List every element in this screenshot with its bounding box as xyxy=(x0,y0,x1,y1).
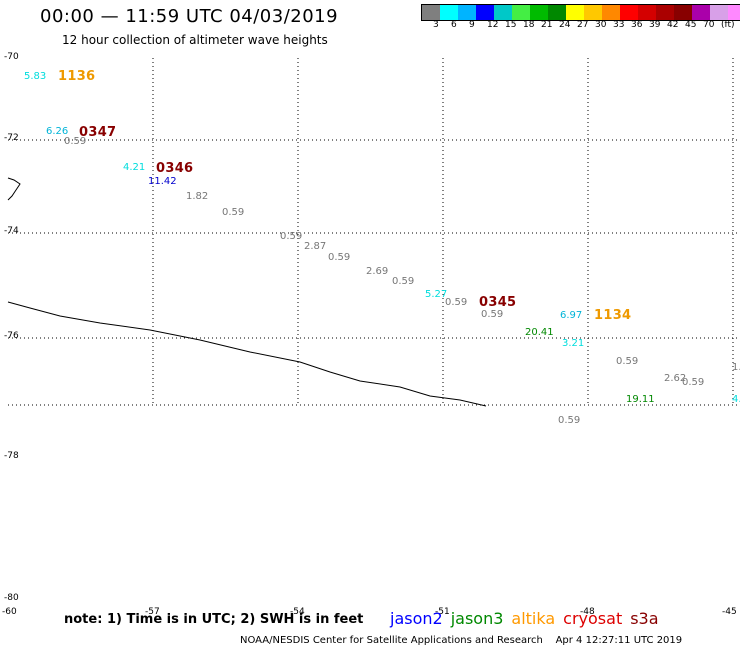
pass-time-label: 0345 xyxy=(479,295,517,310)
lon-label: -51 xyxy=(435,607,450,617)
wave-value: 0.59 xyxy=(328,252,351,263)
wave-value: 11.42 xyxy=(148,176,177,187)
wave-value: 2.62 xyxy=(664,373,687,384)
colorbar-swatch xyxy=(674,5,692,20)
colorbar-swatch xyxy=(422,5,440,20)
lat-label: -78 xyxy=(4,451,19,461)
colorbar-label: 30 xyxy=(595,20,607,30)
colorbar-swatch xyxy=(566,5,584,20)
colorbar-swatch xyxy=(692,5,710,20)
lon-gridlines xyxy=(152,58,734,405)
wave-value: 4. xyxy=(732,394,740,405)
legend-jason2: jason2 xyxy=(390,609,443,628)
colorbar-label: 21 xyxy=(541,20,553,30)
wave-value: 1.82 xyxy=(186,191,209,202)
wave-height-colorbar xyxy=(421,4,740,21)
colorbar-label: 36 xyxy=(631,20,643,30)
lat-label: -76 xyxy=(4,331,19,341)
wave-value: 0.59 xyxy=(222,207,245,218)
colorbar-swatch xyxy=(710,5,728,20)
wave-value: 6.97 xyxy=(560,310,583,321)
colorbar-label: 39 xyxy=(649,20,661,30)
colorbar-label: 15 xyxy=(505,20,517,30)
timestamp: Apr 4 12:27:11 UTC 2019 xyxy=(555,635,683,646)
wave-value: 20.41 xyxy=(525,327,554,338)
colorbar-label: (ft) xyxy=(721,20,735,30)
legend-altika: altika xyxy=(511,609,556,628)
pass-time-label: 1134 xyxy=(594,308,632,323)
colorbar-label: 9 xyxy=(469,20,475,30)
lat-label: -80 xyxy=(4,593,19,603)
colorbar-swatch xyxy=(512,5,530,20)
wave-value: 4.21 xyxy=(123,162,146,173)
colorbar-swatch xyxy=(656,5,674,20)
wave-value: 6.26 xyxy=(46,126,69,137)
colorbar-label: 6 xyxy=(451,20,457,30)
colorbar-label: 45 xyxy=(685,20,697,30)
wave-value: 0.59 xyxy=(558,415,581,426)
colorbar-swatch xyxy=(458,5,476,20)
wave-value: 2.69 xyxy=(366,266,389,277)
pass-time-label: 0346 xyxy=(156,161,194,176)
lon-label: -57 xyxy=(145,607,160,617)
colorbar-swatch xyxy=(476,5,494,20)
lon-label: -60 xyxy=(2,607,17,617)
lon-label: -48 xyxy=(580,607,595,617)
wave-value: 0.59 xyxy=(280,231,303,242)
legend-s3a: s3a xyxy=(630,609,659,628)
colorbar-swatch xyxy=(440,5,458,20)
map-subtitle: 12 hour collection of altimeter wave hei… xyxy=(62,33,328,47)
colorbar-swatch xyxy=(602,5,620,20)
lon-label: -54 xyxy=(290,607,305,617)
lat-label: -70 xyxy=(4,52,19,62)
colorbar-labels: 3 6 9 12 15 18 21 24 27 30 33 36 39 42 45 70 (ft) xyxy=(421,20,740,34)
pass-time-label: 0347 xyxy=(79,125,117,140)
coastline xyxy=(7,301,487,407)
wave-value: 19.11 xyxy=(626,394,655,405)
lat-label: -72 xyxy=(4,133,19,143)
wave-value: 0.59 xyxy=(616,356,639,367)
colorbar-label: 24 xyxy=(559,20,571,30)
legend-cryosat: cryosat xyxy=(563,609,623,628)
wave-value: 5.83 xyxy=(24,71,47,82)
colorbar-swatch xyxy=(728,5,740,20)
colorbar-label: 3 xyxy=(433,20,439,30)
colorbar-label: 27 xyxy=(577,20,589,30)
colorbar-swatch xyxy=(494,5,512,20)
wave-value: 2.87 xyxy=(304,241,327,252)
colorbar-swatch xyxy=(620,5,638,20)
colorbar-label: 33 xyxy=(613,20,625,30)
colorbar-swatch xyxy=(548,5,566,20)
wave-value: 0.59 xyxy=(392,276,415,287)
wave-value: 0.59 xyxy=(64,136,87,147)
colorbar-swatch xyxy=(530,5,548,20)
colorbar-swatch xyxy=(638,5,656,20)
wave-value: 1. xyxy=(732,362,740,373)
legend-jason3: jason3 xyxy=(450,609,504,628)
colorbar-label: 18 xyxy=(523,20,535,30)
wave-value: 0.59 xyxy=(682,377,705,388)
satellite-legend: jason2 jason3 altika cryosat s3a xyxy=(390,609,667,628)
pass-time-label: 1136 xyxy=(58,69,96,84)
wave-value: 0.59 xyxy=(445,297,468,308)
lon-label: -45 xyxy=(722,607,737,617)
colorbar-label: 70 xyxy=(703,20,715,30)
wave-value: 3.21 xyxy=(562,338,585,349)
lat-label: -74 xyxy=(4,226,19,236)
wave-value: 5.27 xyxy=(425,289,448,300)
map-title: 00:00 — 11:59 UTC 04/03/2019 xyxy=(40,6,339,27)
wave-value: 0.59 xyxy=(481,309,504,320)
footer-note: note: 1) Time is in UTC; 2) SWH is in fe… xyxy=(64,612,364,627)
footer-credit: NOAA/NESDIS Center for Satellite Applica… xyxy=(240,635,682,646)
colorbar-swatch xyxy=(584,5,602,20)
colorbar-label: 42 xyxy=(667,20,679,30)
coastline-fragment xyxy=(7,177,21,201)
credit-text: NOAA/NESDIS Center for Satellite Applica… xyxy=(240,635,543,646)
colorbar-label: 12 xyxy=(487,20,499,30)
